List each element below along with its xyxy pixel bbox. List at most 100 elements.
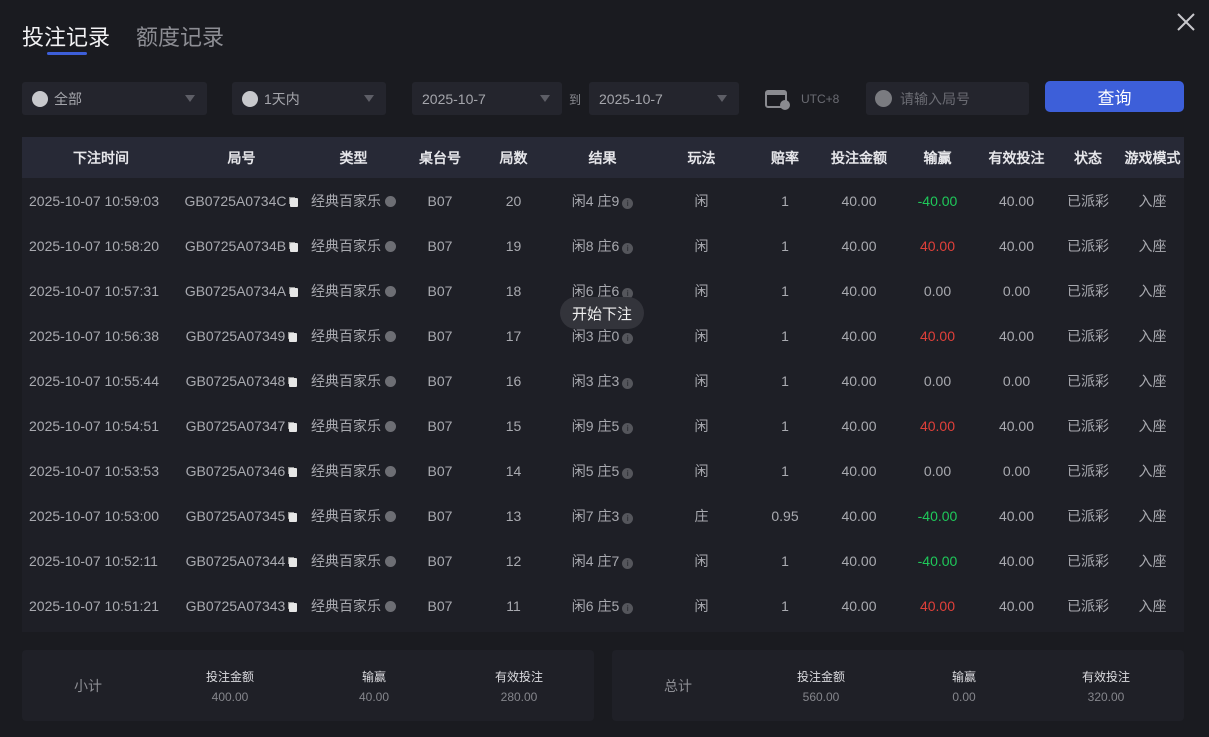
chevron-down-icon [540, 95, 550, 102]
cell-result: 闲6 庄5 i [551, 583, 654, 628]
cell-mode: 入座 [1121, 493, 1184, 538]
info-icon[interactable]: i [622, 557, 634, 569]
cell-round: GB0725A07343 [180, 583, 303, 628]
table-value: B07 [427, 192, 453, 209]
copy-icon[interactable] [290, 197, 299, 207]
date-to-value: 2025-10-7 [599, 90, 663, 107]
info-icon[interactable]: i [622, 197, 634, 209]
info-icon[interactable]: i [622, 467, 634, 479]
count-value: 15 [505, 417, 522, 434]
cell-status: 已派彩 [1055, 313, 1121, 358]
cell-type: 经典百家乐 [303, 583, 404, 628]
cell-odds: 1 [749, 268, 821, 313]
copy-icon[interactable] [289, 332, 298, 342]
valid-value: 0.00 [1002, 372, 1031, 389]
cell-type: 经典百家乐 [303, 178, 404, 223]
copy-icon[interactable] [289, 467, 298, 477]
mode-value: 入座 [1138, 462, 1167, 479]
cell-table: B07 [404, 223, 476, 268]
cell-round: GB0725A07349 [180, 313, 303, 358]
info-icon[interactable]: i [622, 287, 634, 299]
play-video-icon[interactable] [385, 285, 396, 297]
date-from-select[interactable]: 2025-10-7 [412, 82, 562, 115]
calendar-clock-icon [765, 90, 790, 110]
play-value: 闲 [694, 417, 709, 434]
play-video-icon[interactable] [385, 465, 396, 477]
cell-result: 闲4 庄9 i [551, 178, 654, 223]
copy-icon[interactable] [290, 242, 299, 252]
bet-value: 40.00 [841, 417, 877, 434]
total-bet-label: 投注金额 [796, 670, 845, 684]
bet-value: 40.00 [841, 552, 877, 569]
odds-value: 1 [781, 462, 789, 479]
round-value: GB0725A07343 [185, 597, 286, 614]
round-search[interactable] [866, 82, 1029, 115]
info-icon[interactable]: i [622, 422, 634, 434]
cell-table: B07 [404, 403, 476, 448]
cell-status: 已派彩 [1055, 178, 1121, 223]
cell-type: 经典百家乐 [303, 268, 404, 313]
table-value: B07 [427, 417, 453, 434]
play-video-icon[interactable] [385, 510, 396, 522]
total-label: 总计 [664, 678, 692, 694]
count-value: 13 [505, 507, 522, 524]
play-video-icon[interactable] [385, 330, 396, 342]
period-select[interactable]: 1天内 [232, 82, 386, 115]
query-button[interactable]: 查询 [1045, 81, 1184, 112]
status-value: 已派彩 [1067, 462, 1109, 479]
time-value: 2025-10-07 10:58:20 [29, 237, 159, 254]
play-video-icon[interactable] [385, 555, 396, 567]
odds-value: 1 [781, 552, 789, 569]
cell-valid: 40.00 [978, 403, 1055, 448]
bet-value: 40.00 [841, 597, 877, 614]
round-value: GB0725A07345 [185, 507, 286, 524]
period-value: 1天内 [264, 90, 300, 107]
count-value: 12 [505, 552, 522, 569]
cell-bet: 40.00 [821, 178, 897, 223]
cell-play: 闲 [654, 178, 749, 223]
type-value: 经典百家乐 [311, 507, 381, 524]
copy-icon[interactable] [289, 602, 298, 612]
info-icon[interactable]: i [622, 332, 634, 344]
play-video-icon[interactable] [385, 420, 396, 432]
info-icon[interactable]: i [622, 602, 634, 614]
game-filter-select[interactable]: 全部 [22, 82, 207, 115]
info-icon[interactable]: i [622, 377, 634, 389]
play-video-icon[interactable] [385, 375, 396, 387]
copy-icon[interactable] [290, 287, 299, 297]
date-from-value: 2025-10-7 [422, 90, 486, 107]
cell-count: 15 [476, 403, 551, 448]
status-value: 已派彩 [1067, 552, 1109, 569]
cell-play: 闲 [654, 313, 749, 358]
round-value: GB0725A07346 [185, 462, 286, 479]
cell-valid: 40.00 [978, 538, 1055, 583]
cell-time: 2025-10-07 10:54:51 [22, 403, 180, 448]
cell-mode: 入座 [1121, 178, 1184, 223]
tab-credit-records[interactable]: 额度记录 [136, 25, 225, 50]
table-row: 2025-10-07 10:57:31 GB0725A0734A 经典百家乐 B07 1… [22, 268, 1184, 313]
copy-icon[interactable] [289, 512, 298, 522]
copy-icon[interactable] [289, 557, 298, 567]
round-value: GB0725A07344 [185, 552, 286, 569]
cell-bet: 40.00 [821, 223, 897, 268]
play-video-icon[interactable] [385, 600, 396, 612]
cell-time: 2025-10-07 10:56:38 [22, 313, 180, 358]
subtotal-valid: 280.00 [500, 690, 538, 704]
play-video-icon[interactable] [385, 240, 396, 252]
copy-icon[interactable] [289, 422, 298, 432]
date-to-select[interactable]: 2025-10-7 [589, 82, 739, 115]
time-value: 2025-10-07 10:53:00 [29, 507, 159, 524]
tab-bet-records[interactable]: 投注记录 [22, 20, 110, 62]
total-win-label: 输赢 [951, 670, 976, 684]
info-icon[interactable]: i [622, 242, 634, 254]
spade-icon [32, 90, 48, 107]
info-icon[interactable]: i [622, 512, 634, 524]
close-icon[interactable] [1174, 10, 1198, 34]
valid-value: 40.00 [998, 597, 1035, 614]
column-header: 玩法 [687, 149, 716, 166]
cell-round: GB0725A0734C [180, 178, 303, 223]
round-number-input[interactable] [900, 90, 1020, 107]
table-row: 2025-10-07 10:53:00 GB0725A07345 经典百家乐 B07 1… [22, 493, 1184, 538]
copy-icon[interactable] [289, 377, 298, 387]
play-video-icon[interactable] [385, 195, 396, 207]
